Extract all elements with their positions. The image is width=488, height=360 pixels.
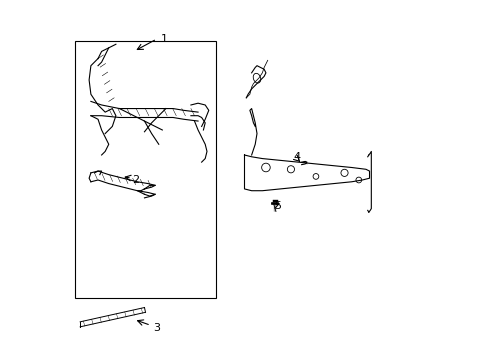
- Bar: [75, 41, 216, 298]
- Text: 4: 4: [293, 152, 300, 162]
- Text: 2: 2: [132, 175, 139, 185]
- Text: 3: 3: [153, 323, 160, 333]
- Text: 1: 1: [160, 34, 167, 44]
- Text: 5: 5: [274, 201, 281, 211]
